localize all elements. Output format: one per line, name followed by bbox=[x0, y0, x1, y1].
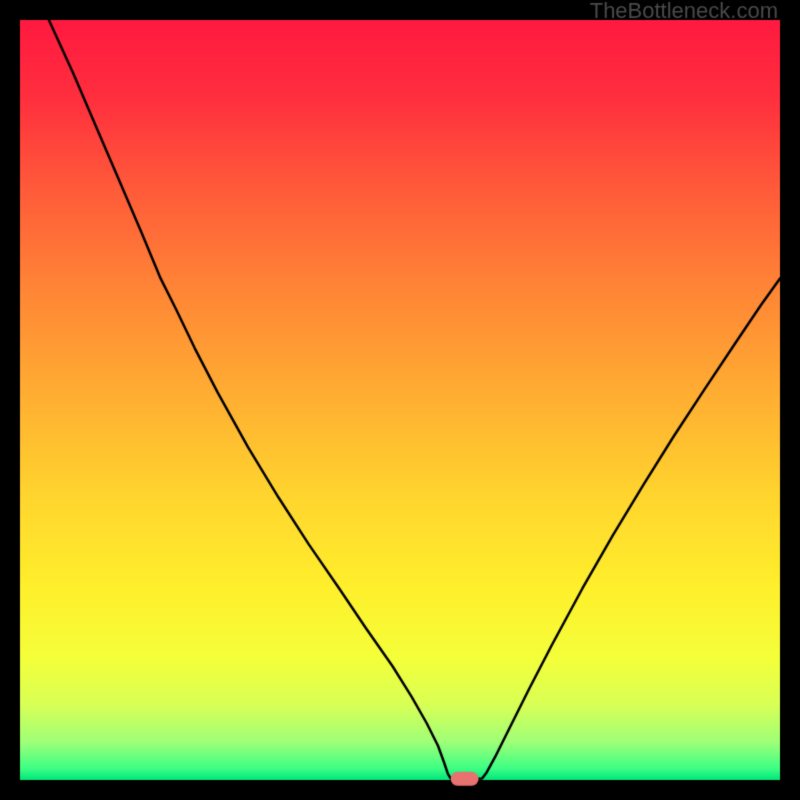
bottleneck-chart bbox=[0, 0, 800, 800]
